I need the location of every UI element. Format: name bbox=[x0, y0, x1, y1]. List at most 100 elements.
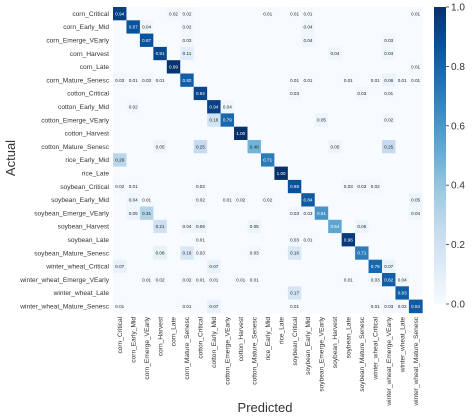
heatmap-cell bbox=[382, 20, 396, 34]
heatmap-cell bbox=[368, 126, 383, 141]
heatmap-cell bbox=[314, 166, 329, 181]
heatmap-cell bbox=[126, 100, 141, 114]
heatmap-cell bbox=[193, 179, 208, 194]
heatmap-cell bbox=[180, 206, 194, 221]
heatmap-cell bbox=[234, 20, 248, 34]
heatmap-cell bbox=[113, 60, 127, 74]
cell-value-label: 0.01 bbox=[196, 237, 205, 242]
heatmap-cell bbox=[368, 193, 383, 207]
heatmap-cell bbox=[166, 233, 181, 247]
heatmap-cell bbox=[247, 246, 262, 260]
heatmap-cell bbox=[113, 219, 127, 234]
heatmap-cell bbox=[301, 179, 316, 194]
heatmap-cell bbox=[287, 100, 302, 114]
heatmap-cell bbox=[355, 153, 369, 167]
cell-value-label: 0.02 bbox=[182, 277, 191, 282]
heatmap-cell bbox=[287, 20, 302, 34]
heatmap-cell bbox=[193, 273, 208, 287]
heatmap-cell bbox=[166, 126, 181, 141]
heatmap-cell bbox=[301, 20, 316, 34]
heatmap-cell bbox=[301, 233, 316, 247]
heatmap-cell bbox=[260, 299, 275, 314]
heatmap-cells bbox=[113, 7, 423, 314]
heatmap-cell bbox=[368, 153, 383, 167]
heatmap-cell bbox=[274, 7, 289, 21]
heatmap-cell bbox=[126, 166, 141, 181]
heatmap-cell bbox=[274, 233, 289, 247]
heatmap-cell bbox=[395, 273, 410, 287]
heatmap-cell bbox=[153, 60, 168, 74]
cell-value-label: 0.11 bbox=[183, 51, 192, 56]
heatmap-cell bbox=[113, 113, 127, 127]
heatmap-cell bbox=[395, 20, 410, 34]
heatmap-cell bbox=[180, 153, 194, 167]
cell-value-label: 0.04 bbox=[304, 25, 313, 30]
heatmap-cell bbox=[207, 7, 221, 21]
heatmap-cell bbox=[139, 273, 154, 287]
cell-value-label: 0.54 bbox=[330, 224, 339, 229]
heatmap-cell bbox=[126, 60, 141, 74]
heatmap-cell bbox=[368, 100, 383, 114]
heatmap-cell bbox=[260, 140, 275, 154]
cell-value-label: 0.87 bbox=[129, 25, 138, 30]
heatmap-cell bbox=[126, 193, 141, 207]
heatmap-cell bbox=[180, 20, 194, 34]
heatmap-cell bbox=[368, 273, 383, 287]
heatmap-cell bbox=[395, 46, 410, 61]
heatmap-cell bbox=[301, 299, 316, 314]
heatmap-cell bbox=[314, 86, 329, 101]
heatmap-cell bbox=[193, 259, 208, 274]
heatmap-cell bbox=[139, 219, 154, 234]
heatmap-cell bbox=[166, 246, 181, 260]
heatmap-cell bbox=[314, 33, 329, 48]
heatmap-cell bbox=[153, 299, 168, 314]
heatmap-cell bbox=[234, 86, 248, 101]
cell-value-label: 0.71 bbox=[263, 158, 272, 163]
y-tick-label: soybean_Emerge_VEarly bbox=[34, 210, 109, 217]
heatmap-cell bbox=[126, 206, 141, 221]
x-tick-label: rice_Early_Mid bbox=[265, 317, 272, 361]
heatmap-cell bbox=[274, 113, 289, 127]
heatmap-cell bbox=[328, 60, 342, 74]
heatmap-cell bbox=[355, 219, 369, 234]
heatmap-cell bbox=[355, 33, 369, 48]
heatmap-cell bbox=[220, 33, 235, 48]
heatmap-cell bbox=[355, 166, 369, 181]
heatmap-cell bbox=[207, 46, 221, 61]
heatmap-cell bbox=[395, 100, 410, 114]
heatmap-cell bbox=[139, 126, 154, 141]
x-tick-label: soybean_Late bbox=[346, 317, 353, 359]
colorbar-ticks: 0.0 0.2 0.4 0.6 0.8 1.0 bbox=[446, 3, 465, 311]
cell-value-label: 0.04 bbox=[330, 51, 339, 56]
heatmap-cell bbox=[355, 299, 369, 314]
heatmap-cell bbox=[314, 273, 329, 287]
heatmap-cell bbox=[220, 46, 235, 61]
heatmap-cell bbox=[166, 206, 181, 221]
heatmap-cell bbox=[247, 153, 262, 167]
heatmap-cell bbox=[153, 126, 168, 141]
heatmap-cell bbox=[408, 20, 423, 34]
heatmap-cell bbox=[153, 7, 168, 21]
cell-value-label: 0.03 bbox=[290, 211, 299, 216]
heatmap-cell bbox=[139, 179, 154, 194]
cell-value-label: 0.03 bbox=[357, 91, 366, 96]
heatmap-cell bbox=[287, 286, 302, 300]
heatmap-cell bbox=[139, 286, 154, 300]
cell-value-label: 0.04 bbox=[411, 211, 420, 216]
heatmap-cell bbox=[139, 73, 154, 88]
heatmap-cell bbox=[260, 86, 275, 101]
heatmap-cell bbox=[220, 273, 235, 287]
heatmap-cell bbox=[113, 100, 127, 114]
heatmap-cell bbox=[113, 233, 127, 247]
heatmap-cell bbox=[234, 206, 248, 221]
heatmap-cell bbox=[341, 73, 356, 88]
colorbar: 0.0 0.2 0.4 0.6 0.8 1.0 bbox=[434, 3, 465, 311]
heatmap-cell bbox=[314, 7, 329, 21]
heatmap-cell bbox=[408, 193, 423, 207]
cell-value-label: 0.01 bbox=[263, 11, 272, 16]
heatmap-cell bbox=[180, 113, 194, 127]
cell-value-label: 0.82 bbox=[384, 277, 393, 282]
heatmap-cell bbox=[180, 219, 194, 234]
heatmap-cell bbox=[126, 126, 141, 141]
x-tick-label: cotton_Mature_Senesc bbox=[251, 316, 258, 385]
